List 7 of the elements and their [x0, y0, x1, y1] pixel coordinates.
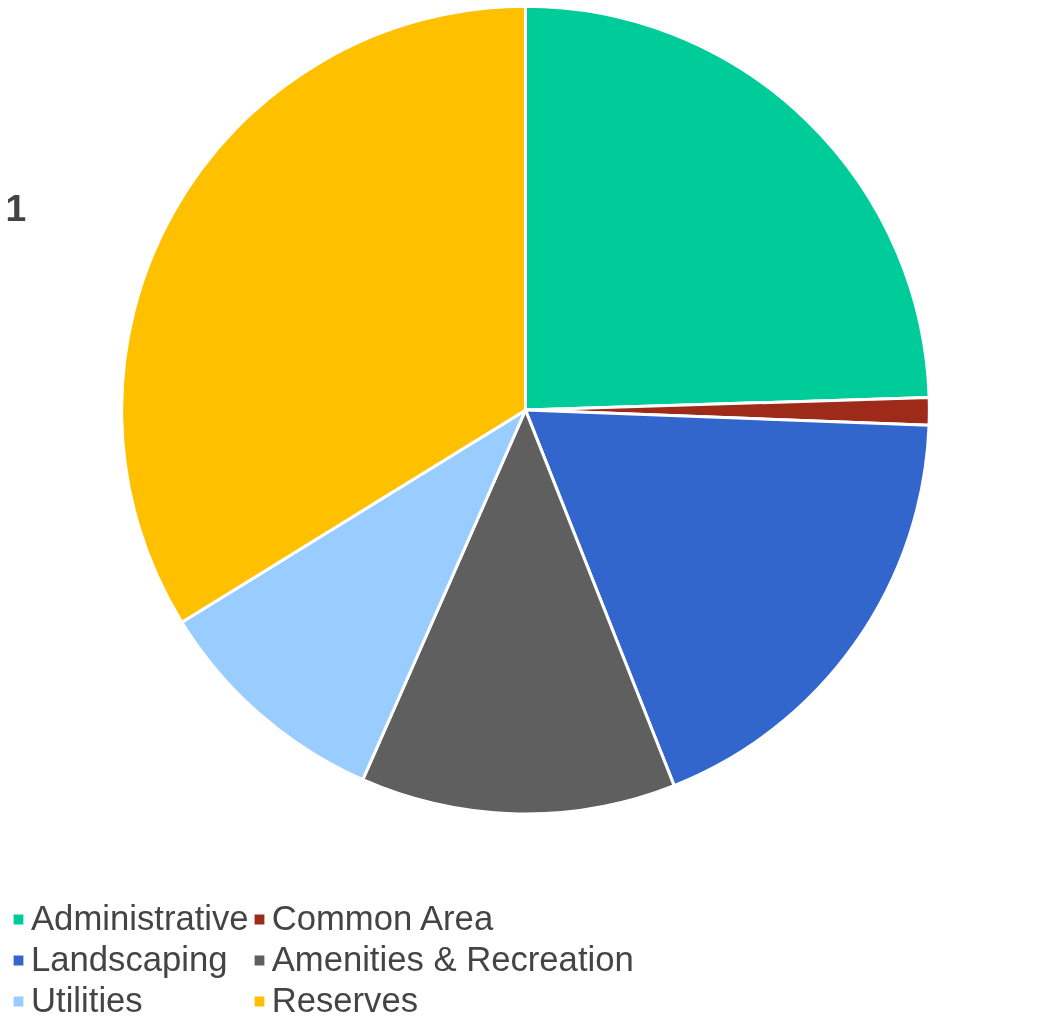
- legend-label: Amenities & Recreation: [271, 940, 634, 979]
- legend-label: Utilities: [31, 981, 143, 1020]
- legend-label: Common Area: [271, 899, 494, 938]
- text: 1: [5, 186, 27, 229]
- legend-label: Reserves: [271, 981, 419, 1020]
- legend-label: Administrative: [31, 899, 249, 938]
- legend-label: Landscaping: [31, 940, 228, 979]
